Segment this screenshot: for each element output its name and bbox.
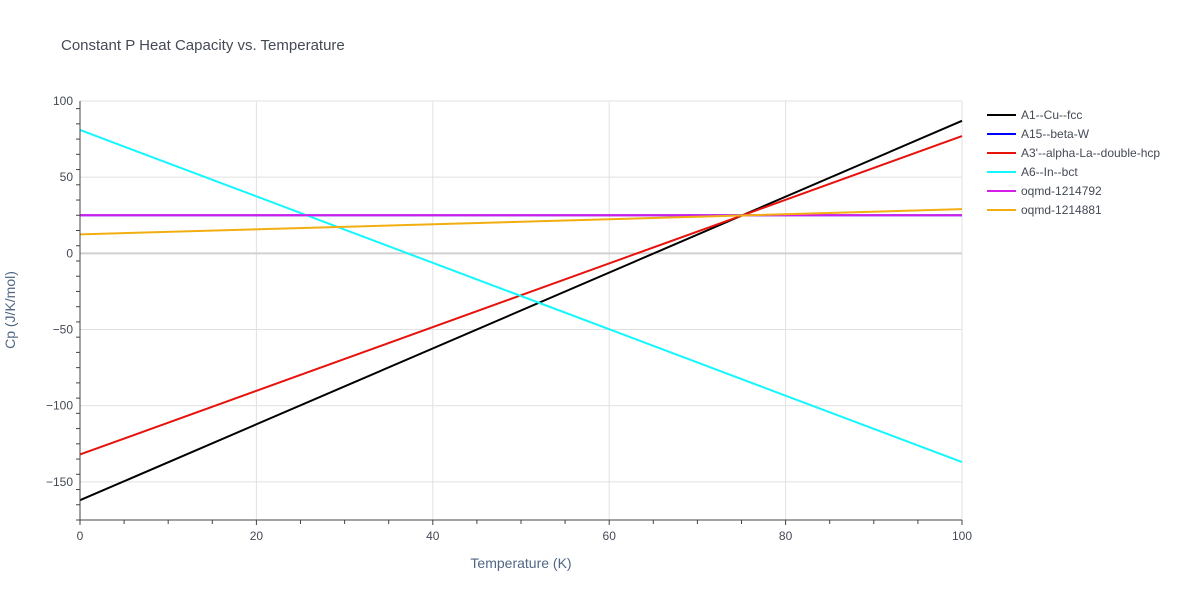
y-tick-label: 0 — [66, 246, 73, 260]
legend-label: A6--In--bct — [1021, 165, 1078, 179]
x-axis-label: Temperature (K) — [470, 555, 571, 571]
y-tick-label: 100 — [53, 94, 73, 108]
legend-item: A15--beta-W — [987, 127, 1090, 141]
x-tick-label: 20 — [250, 529, 264, 543]
legend: A1--Cu--fcc A15--beta-W A3'--alpha-La--dou… — [987, 108, 1160, 217]
legend-item: oqmd-1214881 — [987, 203, 1102, 217]
x-tick-label: 80 — [779, 529, 793, 543]
series-line — [79, 119, 963, 502]
legend-label: A15--beta-W — [1021, 127, 1090, 141]
x-tick-label: 60 — [603, 529, 617, 543]
gridlines — [79, 100, 963, 520]
series-line — [79, 208, 963, 236]
legend-label: A1--Cu--fcc — [1021, 108, 1082, 122]
series-line — [79, 129, 963, 464]
legend-label: oqmd-1214792 — [1021, 184, 1102, 198]
legend-item: A3'--alpha-La--double-hcp — [987, 146, 1160, 160]
legend-label: oqmd-1214881 — [1021, 203, 1102, 217]
series-lines — [79, 119, 963, 502]
axes: 0 20 40 60 80 100 100 50 0 −50 −100 −150 — [46, 94, 972, 543]
y-tick-label: 50 — [60, 170, 74, 184]
legend-item: A6--In--bct — [987, 165, 1078, 179]
y-tick-label: −100 — [46, 399, 73, 413]
legend-label: A3'--alpha-La--double-hcp — [1021, 146, 1160, 160]
legend-item: A1--Cu--fcc — [987, 108, 1082, 122]
x-tick-label: 40 — [426, 529, 440, 543]
chart-title: Constant P Heat Capacity vs. Temperature — [61, 37, 345, 54]
y-tick-label: −50 — [53, 323, 74, 337]
x-tick-label: 100 — [952, 529, 972, 543]
y-tick-label: −150 — [46, 475, 73, 489]
x-tick-label: 0 — [77, 529, 84, 543]
legend-item: oqmd-1214792 — [987, 184, 1102, 198]
y-axis-label: Cp (J/K/mol) — [2, 271, 18, 349]
